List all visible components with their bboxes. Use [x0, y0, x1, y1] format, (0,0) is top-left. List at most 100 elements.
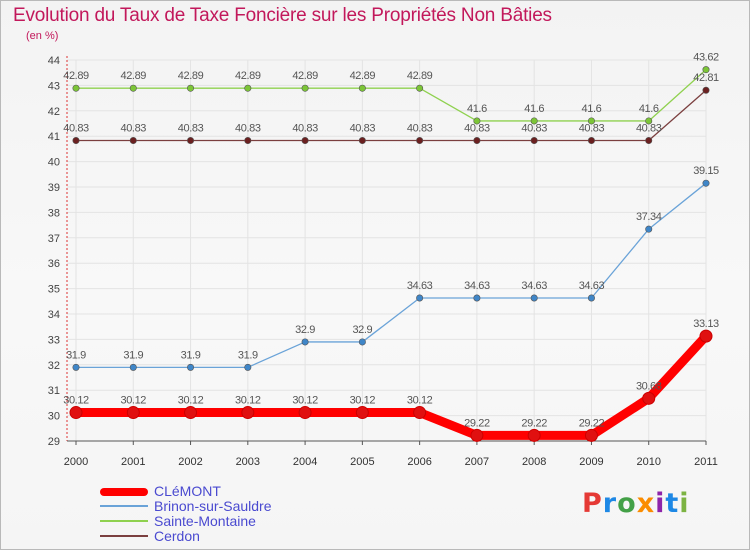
data-point	[72, 137, 80, 145]
legend-label-sainte-montaine: Sainte-Montaine	[154, 513, 256, 529]
data-point	[358, 137, 366, 145]
data-point	[301, 338, 309, 346]
data-point	[244, 137, 252, 145]
series-line-brinon-sur-sauldre	[75, 182, 707, 368]
data-label: 42.89	[407, 70, 433, 82]
data-label: 30.12	[63, 395, 89, 407]
legend-swatch-sainte-montaine	[100, 520, 148, 522]
data-label: 40.83	[121, 123, 147, 135]
data-label: 42.81	[693, 72, 719, 84]
x-tick-label: 2003	[236, 456, 260, 468]
x-tick-label: 2010	[636, 456, 660, 468]
data-point	[587, 294, 595, 302]
data-point	[244, 363, 252, 371]
data-label: 31.9	[181, 349, 201, 361]
data-point	[184, 406, 198, 420]
y-tick-label: 43	[48, 80, 60, 92]
data-point	[470, 428, 484, 442]
legend-swatch-clemont	[100, 488, 148, 496]
data-label: 40.83	[521, 123, 547, 135]
data-label: 41.6	[582, 103, 602, 115]
data-point	[473, 137, 481, 145]
data-point	[413, 406, 427, 420]
legend-label-clemont: CLéMONT	[154, 483, 221, 499]
data-point	[699, 329, 713, 343]
data-point	[587, 117, 595, 125]
data-point	[301, 84, 309, 92]
data-label: 39.15	[693, 165, 719, 177]
data-point	[358, 84, 366, 92]
y-tick-label: 41	[48, 131, 60, 143]
data-point	[358, 338, 366, 346]
data-point	[416, 137, 424, 145]
data-label: 30.12	[121, 395, 147, 407]
data-label: 30.12	[292, 395, 318, 407]
data-label: 32.9	[295, 324, 315, 336]
data-label: 40.83	[636, 123, 662, 135]
data-label: 29.22	[579, 417, 605, 429]
data-label: 34.63	[407, 280, 433, 292]
data-point	[72, 363, 80, 371]
x-tick-label: 2011	[694, 456, 718, 468]
data-point	[645, 225, 653, 233]
data-label: 43.62	[693, 52, 719, 64]
y-tick-label: 36	[48, 258, 60, 270]
data-label: 32.9	[352, 324, 372, 336]
data-label: 34.63	[464, 280, 490, 292]
data-point	[126, 406, 140, 420]
y-tick-label: 39	[48, 182, 60, 194]
x-tick-label: 2000	[64, 456, 88, 468]
data-label: 30.68	[636, 380, 662, 392]
data-label: 41.6	[467, 103, 487, 115]
y-tick-label: 38	[48, 207, 60, 219]
y-tick-label: 37	[48, 233, 60, 245]
data-point	[530, 137, 538, 145]
data-label: 40.83	[178, 123, 204, 135]
data-point	[416, 294, 424, 302]
data-label: 37.34	[636, 211, 662, 223]
data-point	[645, 137, 653, 145]
series-line-sainte-montaine	[75, 69, 707, 122]
data-point	[473, 117, 481, 125]
data-point	[473, 294, 481, 302]
data-point	[702, 86, 710, 94]
data-label: 29.22	[521, 417, 547, 429]
data-label: 33.13	[693, 318, 719, 330]
y-tick-label: 35	[48, 284, 60, 296]
data-label: 42.89	[121, 70, 147, 82]
y-tick-label: 30	[48, 411, 60, 423]
data-point	[587, 137, 595, 145]
data-point	[187, 137, 195, 145]
data-point	[298, 406, 312, 420]
legend-label-brinon: Brinon-sur-Sauldre	[154, 498, 272, 514]
data-label: 31.9	[123, 349, 143, 361]
data-label: 31.9	[238, 349, 258, 361]
x-tick-label: 2009	[579, 456, 603, 468]
data-point	[527, 428, 541, 442]
data-label: 40.83	[63, 123, 89, 135]
data-point	[69, 406, 83, 420]
y-tick-label: 31	[48, 385, 60, 397]
data-label: 41.6	[524, 103, 544, 115]
data-label: 30.12	[235, 395, 261, 407]
data-point	[129, 363, 137, 371]
data-label: 34.63	[579, 280, 605, 292]
data-label: 30.12	[350, 395, 376, 407]
data-label: 42.89	[292, 70, 318, 82]
data-label: 40.83	[235, 123, 261, 135]
data-point	[416, 84, 424, 92]
data-label: 42.89	[350, 70, 376, 82]
data-point	[187, 84, 195, 92]
legend-swatch-cerdon	[100, 535, 148, 537]
x-tick-label: 2006	[407, 456, 431, 468]
y-tick-label: 42	[48, 106, 60, 118]
data-label: 40.83	[407, 123, 433, 135]
series-line-cl-mont	[71, 331, 711, 440]
data-label: 42.89	[235, 70, 261, 82]
data-label: 40.83	[350, 123, 376, 135]
legend-label-cerdon: Cerdon	[154, 528, 200, 544]
data-point	[301, 137, 309, 145]
y-tick-label: 34	[48, 309, 60, 321]
